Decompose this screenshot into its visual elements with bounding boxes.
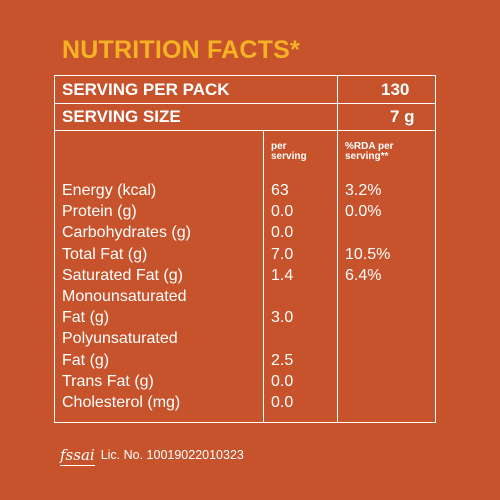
nutrient-name: Carbohydrates (g) — [62, 224, 191, 242]
divider — [337, 76, 338, 130]
divider — [337, 130, 338, 422]
divider — [55, 103, 435, 104]
nutrient-value: 0.0 — [271, 372, 294, 390]
nutrient-name: Fat (g) — [62, 351, 110, 369]
footer: fssai Lic. No. 10019022010323 — [60, 444, 244, 466]
nutrient-name: Fat (g) — [62, 309, 110, 327]
nutrient-row: Cholesterol (mg) 0.0 — [55, 392, 435, 413]
nutrient-value: 7.0 — [271, 245, 294, 263]
nutrient-row: Carbohydrates (g) 0.0 — [55, 222, 435, 243]
nutrient-name: Saturated Fat (g) — [62, 266, 183, 284]
nutrient-row: Total Fat (g) 7.0 10.5% — [55, 244, 435, 265]
nutrient-value: 0.0 — [271, 394, 294, 411]
nutrient-value: 0.0 — [271, 224, 294, 242]
serving-per-pack-label: SERVING PER PACK — [62, 80, 230, 99]
nutrient-name: Monounsaturated — [62, 288, 187, 305]
nutrient-row: Polyunsaturated — [55, 328, 435, 349]
nutrient-rda: 3.2% — [345, 182, 382, 199]
nutrition-title: NUTRITION FACTS* — [62, 36, 300, 64]
serving-per-pack-value: 130 — [381, 80, 410, 99]
nutrition-table: SERVING PER PACK 130 SERVING SIZE 7 g pe… — [54, 75, 436, 423]
nutrient-row: Fat (g) 2.5 — [55, 350, 435, 371]
nutrient-value: 2.5 — [271, 351, 294, 369]
divider — [263, 130, 264, 422]
nutrient-row: Fat (g) 3.0 — [55, 307, 435, 328]
nutrient-name: Cholesterol (mg) — [62, 394, 181, 411]
nutrient-row: Protein (g) 0.0 0.0% — [55, 201, 435, 222]
nutrient-rda: 0.0% — [345, 203, 382, 221]
per-serving-header: per serving — [271, 141, 307, 162]
nutrient-value: 0.0 — [271, 203, 294, 221]
license-number: Lic. No. 10019022010323 — [100, 448, 244, 462]
rda-header: %RDA per serving** — [345, 141, 394, 162]
nutrient-value: 63 — [271, 182, 289, 199]
serving-size-value: 7 g — [390, 107, 415, 126]
nutrient-rda: 6.4% — [345, 266, 382, 284]
nutrient-name: Total Fat (g) — [62, 245, 148, 263]
nutrient-rda: 10.5% — [345, 245, 391, 263]
nutrient-value: 1.4 — [271, 266, 294, 284]
nutrient-value: 3.0 — [271, 309, 294, 327]
divider — [55, 130, 435, 131]
nutrient-name: Protein (g) — [62, 203, 137, 221]
nutrient-row: Energy (kcal) 63 3.2% — [55, 180, 435, 201]
serving-size-label: SERVING SIZE — [62, 107, 181, 126]
fssai-logo: fssai — [60, 446, 95, 466]
nutrient-name: Polyunsaturated — [62, 330, 178, 348]
nutrient-row: Monounsaturated — [55, 286, 435, 307]
nutrient-row: Saturated Fat (g) 1.4 6.4% — [55, 265, 435, 286]
nutrient-name: Trans Fat (g) — [62, 372, 154, 390]
nutrient-row: Trans Fat (g) 0.0 — [55, 371, 435, 392]
nutrient-name: Energy (kcal) — [62, 182, 157, 199]
